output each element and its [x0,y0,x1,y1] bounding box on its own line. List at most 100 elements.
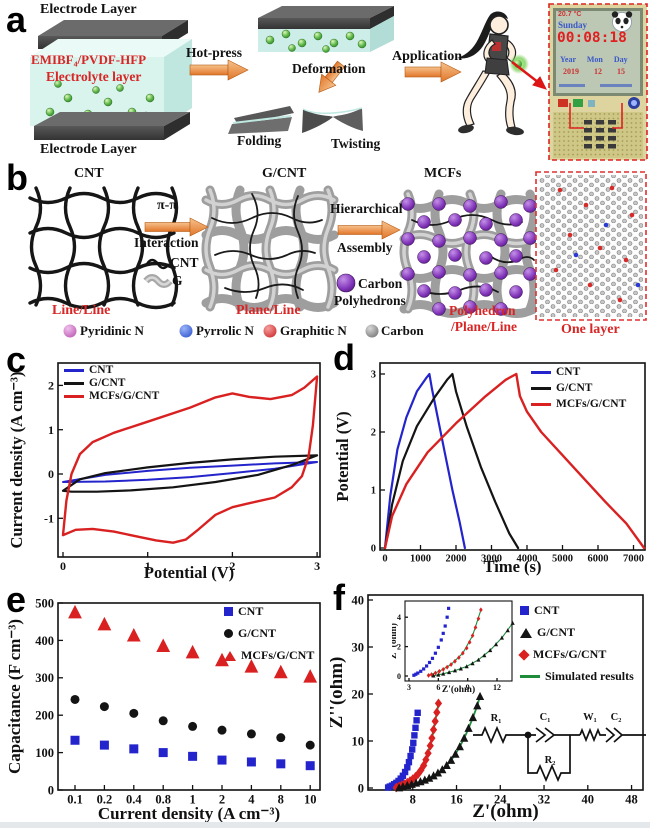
gcnt-triangle-marker [520,627,532,638]
svg-text:0: 0 [358,781,364,795]
device-clock: 00:08:18 [557,30,627,46]
equivalent-circuit: R₁ C₁ W₁ C₂ R₂ [473,712,646,783]
legend-row: G/CNT [224,626,314,641]
cnt-network [28,186,179,310]
svg-text:100: 100 [35,746,54,760]
gcd-legend: CNT G/CNT MCFs/G/CNT [531,366,626,410]
legend-row: MCFs/G/CNT [224,648,314,663]
deformation-label: Deformation [292,61,366,76]
pyridinic-label: Pyridinic N [80,323,144,338]
svg-text:9: 9 [466,683,470,692]
svg-text:Z''(ohm): Z''(ohm) [330,657,347,729]
carbon-icon [365,324,379,338]
pointer-arrow [511,61,547,90]
svg-text:1: 1 [189,793,195,807]
svg-text:2: 2 [371,428,376,439]
cnt-title: CNT [74,166,104,181]
panel-letter-d: d [333,337,355,378]
svg-text:5000: 5000 [552,554,573,565]
legend-label: MCFs/G/CNT [241,648,315,662]
svg-text:400: 400 [35,634,54,648]
nyquist-inset: 3 6 9 12 0 2 4 Z'(ohm) Z''(ohm) [392,600,515,695]
polyhedron-label-1: Polyhedron [449,303,516,318]
hot-press-label: Hot-press [186,45,242,60]
carbon-poly-label-1: Carbon [358,276,403,291]
legend-row: CNT [64,364,159,376]
device-button-red [558,99,568,107]
pressed-film [258,6,394,53]
svg-text:3: 3 [371,370,376,381]
pi-pi-label: π-π [157,198,178,213]
svg-text:2: 2 [219,793,225,807]
panel-letter-c: c [6,339,27,380]
svg-text:20: 20 [352,687,365,701]
panel-letter-a: a [6,0,27,40]
device-weekday: Sunday [558,20,588,30]
legend-label: G/CNT [556,382,593,394]
cnt-square-marker [520,606,529,615]
svg-text:2: 2 [229,559,235,573]
svg-text:Potential (V): Potential (V) [144,563,234,582]
mcfs-diamond-marker [518,648,530,661]
cv-legend: CNT G/CNT MCFs/G/CNT [64,364,159,402]
legend-row: CNT [520,603,634,618]
svg-text:-1: -1 [44,512,54,526]
svg-text:0.4: 0.4 [126,793,142,807]
c2-label: C₂ [611,712,622,723]
gcnt-circle-marker [224,629,233,638]
folding-film [228,106,294,134]
carbon-polyhedron-icon [336,273,356,293]
svg-text:Z''(ohm): Z''(ohm) [392,623,399,659]
wearable-device [548,3,648,161]
nyquist-legend: CNT G/CNT MCFs/G/CNT Simulated results [518,603,634,684]
page-edge [0,822,650,828]
carbon-label: Carbon [381,323,424,338]
svg-text:4: 4 [397,613,401,622]
svg-text:1: 1 [48,423,54,437]
svg-text:500: 500 [35,596,54,610]
svg-text:4: 4 [248,793,255,807]
cnt-line-swatch [64,368,84,372]
cnt-legend-label: CNT [170,255,199,270]
cnt-square-marker [224,607,233,616]
svg-text:1000: 1000 [410,554,431,565]
svg-text:40: 40 [582,793,595,807]
r2-label: R₂ [545,755,556,766]
legend-row: G/CNT [64,377,159,389]
resistor-r1-icon [473,725,528,745]
svg-text:40: 40 [352,593,365,607]
svg-text:4000: 4000 [517,554,538,565]
plane-line-label: Plane/Line [236,303,301,318]
polyhedron-label-2: /Plane/Line [451,319,518,334]
panda-icon [611,11,633,32]
svg-text:30: 30 [352,640,365,654]
legend-row: CNT [224,604,314,619]
resistor-r2-icon [527,735,571,783]
svg-text:2: 2 [397,642,401,651]
svg-text:48: 48 [625,793,638,807]
legend-label: CNT [89,364,114,376]
w1-label: W₁ [583,712,597,723]
warburg-w1-icon [579,727,606,743]
electrode-bottom-label: Electrode Layer [40,142,137,157]
svg-text:0: 0 [397,672,401,681]
panel-b-art [28,171,647,338]
electrolyte-label-1: EMIBF₄/PVDF-HFP [31,52,147,67]
legend-row: MCFs/G/CNT [531,398,626,410]
svg-text:Capacitance (F cm⁻³): Capacitance (F cm⁻³) [5,619,24,774]
legend-row: CNT [531,366,626,378]
svg-text:3: 3 [407,683,411,692]
electrode-top-label: Electrode Layer [40,2,137,17]
pyrrolic-label: Pyrrolic N [196,323,254,338]
svg-text:1: 1 [371,486,376,497]
capacitor-c1-icon [528,727,580,743]
mcfs-title: MCFs [424,166,462,181]
svg-text:8: 8 [278,793,284,807]
svg-text:0.2: 0.2 [97,793,113,807]
pi-pi-arrow [144,217,209,237]
svg-text:6000: 6000 [588,554,609,565]
one-layer-box [535,171,647,321]
gcnt-line-swatch [531,386,551,390]
legend-label: MCFs/G/CNT [556,398,627,410]
application-arrow [404,61,462,83]
